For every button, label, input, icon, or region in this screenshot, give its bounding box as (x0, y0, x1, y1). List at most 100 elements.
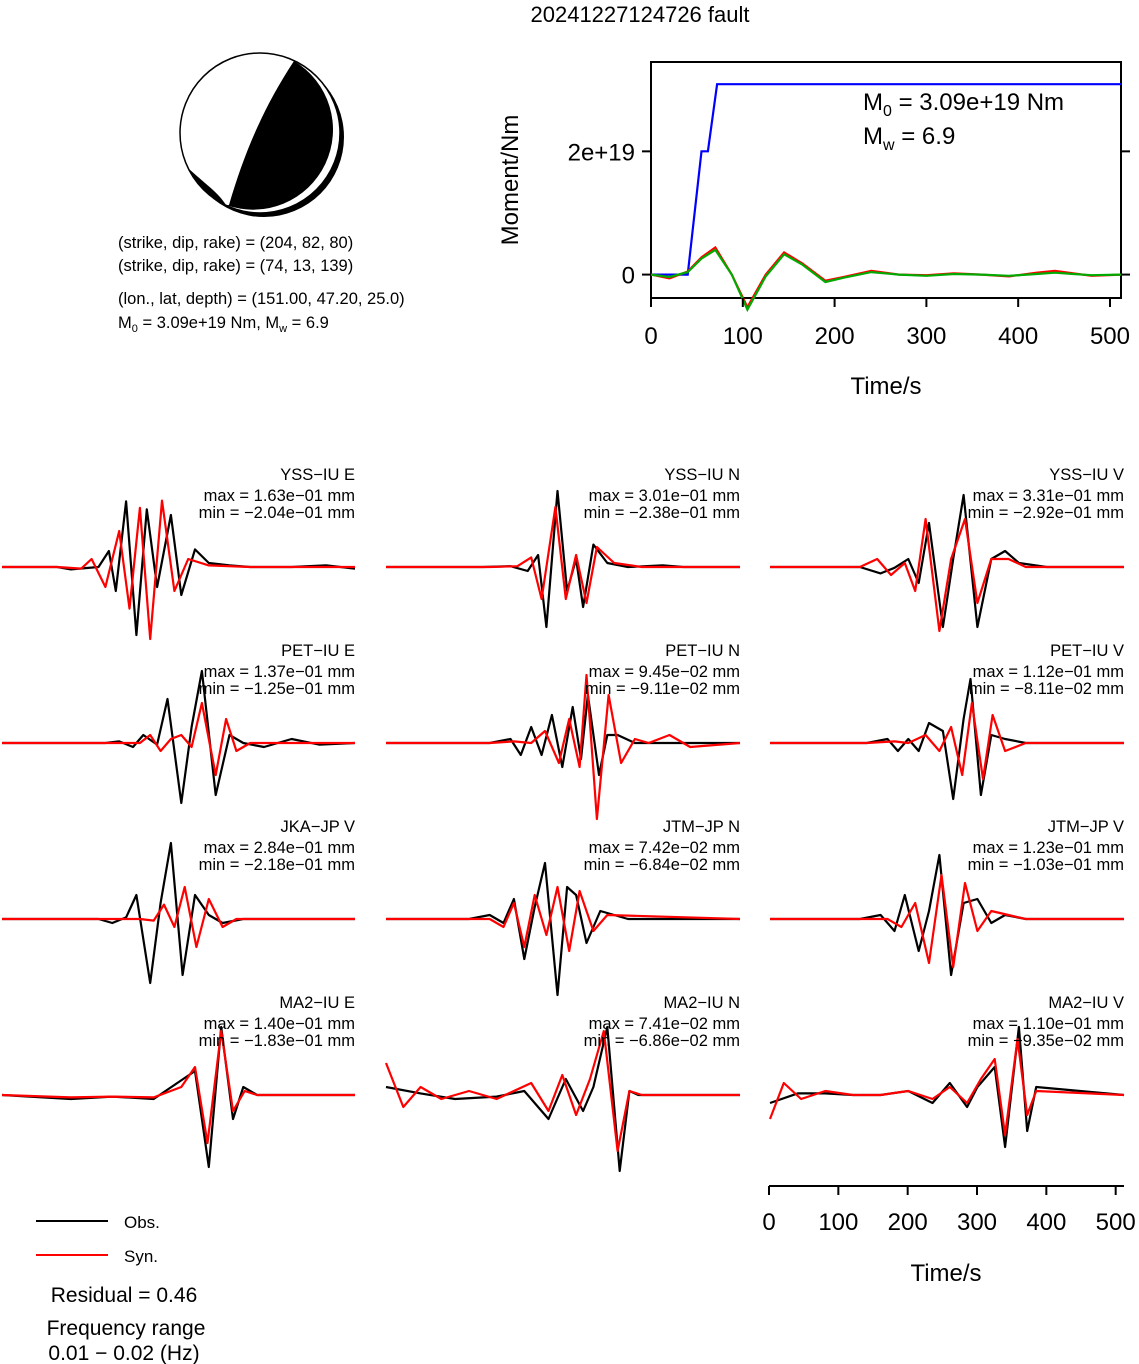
waveform-max-label-11: max = 1.10e−01 mm (973, 1015, 1124, 1033)
waveform-station-label-6: JKA−JP V (281, 818, 355, 836)
waveform-min-label-11: min = −9.35e−02 mm (968, 1032, 1124, 1050)
waveform-syn-5 (770, 701, 1124, 781)
waveform-xtick-label-1: 100 (818, 1209, 858, 1236)
waveform-syn-6 (2, 885, 355, 949)
waveform-min-label-4: min = −9.11e−02 mm (585, 680, 740, 698)
waveform-obs-5 (770, 677, 1124, 801)
focal-mechanism-beachball (179, 52, 344, 217)
waveform-station-label-2: YSS−IU V (1049, 466, 1124, 484)
legend-obs-label: Obs. (124, 1213, 160, 1232)
waveform-syn-8 (770, 873, 1124, 969)
waveform-max-label-2: max = 3.31e−01 mm (973, 487, 1124, 505)
waveform-min-label-3: min = −1.25e−01 mm (199, 680, 355, 698)
waveform-obs-4 (386, 693, 740, 777)
waveform-syn-2 (770, 517, 1124, 633)
mechanism-location: (lon., lat, depth) = (151.00, 47.20, 25.… (118, 290, 405, 308)
moment-xtick-label-1: 100 (723, 323, 763, 350)
waveform-station-label-4: PET−IU N (665, 642, 740, 660)
waveform-obs-7 (386, 861, 740, 997)
mechanism-moment: M0 = 3.09e+19 Nm, Mw = 6.9 (118, 314, 329, 335)
waveform-station-label-0: YSS−IU E (280, 466, 355, 484)
waveform-station-label-7: JTM−JP N (663, 818, 740, 836)
waveform-station-label-9: MA2−IU E (279, 994, 355, 1012)
waveform-min-label-8: min = −1.03e−01 mm (968, 856, 1124, 874)
moment-series-line-2 (650, 248, 1122, 313)
waveform-max-label-3: max = 1.37e−01 mm (204, 663, 355, 681)
waveform-syn-1 (386, 505, 740, 605)
waveform-station-label-11: MA2−IU V (1048, 994, 1124, 1012)
frequency-range-label: Frequency range (47, 1317, 206, 1340)
waveform-station-label-1: YSS−IU N (664, 466, 740, 484)
mechanism-plane-2: (strike, dip, rake) = (74, 13, 139) (118, 257, 353, 275)
legend-syn-label: Syn. (124, 1247, 158, 1266)
moment-axes-group: 0 100 200 300 400 500 0 2e+19 (568, 139, 1130, 350)
mechanism-plane-1: (strike, dip, rake) = (204, 82, 80) (118, 234, 353, 252)
moment-xtick-label-3: 300 (906, 323, 946, 350)
moment-m0-annotation: M0 = 3.09e+19 Nm (863, 89, 1064, 120)
waveform-xtick-label-3: 300 (957, 1209, 997, 1236)
moment-xtick-label-0: 0 (644, 323, 657, 350)
waveform-obs-3 (2, 669, 356, 805)
moment-mw-annotation: Mw = 6.9 (863, 123, 955, 154)
figure-title: 20241227124726 fault (531, 2, 750, 27)
waveform-min-label-6: min = −2.18e−01 mm (199, 856, 355, 874)
waveform-min-label-10: min = −6.86e−02 mm (584, 1032, 740, 1050)
waveform-station-label-3: PET−IU E (281, 642, 355, 660)
waveform-xtick-label-2: 200 (888, 1209, 928, 1236)
waveform-min-label-5: min = −8.11e−02 mm (969, 680, 1124, 698)
waveform-max-label-0: max = 1.63e−01 mm (204, 487, 355, 505)
waveform-station-label-5: PET−IU V (1050, 642, 1124, 660)
moment-ylabel: Moment/Nm (497, 115, 524, 246)
waveform-xlabel: Time/s (910, 1260, 981, 1287)
waveform-min-label-1: min = −2.38e−01 mm (584, 504, 740, 522)
waveform-syn-9 (1, 1029, 355, 1145)
waveform-syn-7 (386, 885, 741, 953)
moment-plot-frame (650, 61, 1122, 299)
waveform-max-label-1: max = 3.01e−01 mm (589, 487, 740, 505)
waveform-xtick-label-5: 500 (1096, 1209, 1136, 1236)
waveform-syn-0 (2, 499, 355, 641)
waveform-max-label-9: max = 1.40e−01 mm (204, 1015, 355, 1033)
moment-ytick-label-0: 0 (622, 263, 635, 290)
waveform-xtick-label-0: 0 (762, 1209, 775, 1236)
waveform-min-label-9: min = −1.83e−01 mm (199, 1032, 355, 1050)
waveform-max-label-7: max = 7.42e−02 mm (589, 839, 740, 857)
waveform-syn-3 (2, 701, 355, 777)
waveform-station-label-10: MA2−IU N (663, 994, 740, 1012)
moment-xtick-label-5: 500 (1090, 323, 1130, 350)
frequency-range-value: 0.01 − 0.02 (Hz) (48, 1342, 199, 1364)
waveform-syn-11 (768, 1037, 1125, 1137)
waveform-min-label-2: min = −2.92e−01 mm (968, 504, 1124, 522)
waveform-min-label-0: min = −2.04e−01 mm (199, 504, 355, 522)
waveform-syn-4 (386, 673, 741, 821)
legend: Obs. Syn. (36, 1213, 160, 1266)
moment-ytick-label-1: 2e+19 (568, 139, 635, 166)
beachball-compressional-quadrant (226, 61, 333, 210)
waveform-min-label-7: min = −6.84e−02 mm (584, 856, 740, 874)
waveform-max-label-8: max = 1.23e−01 mm (973, 839, 1124, 857)
waveform-station-label-8: JTM−JP V (1048, 818, 1124, 836)
moment-xtick-label-4: 400 (998, 323, 1038, 350)
moment-series-group (650, 83, 1122, 313)
beachball-nodal-sliver (187, 167, 226, 205)
waveform-max-label-4: max = 9.45e−02 mm (589, 663, 740, 681)
waveform-max-label-6: max = 2.84e−01 mm (204, 839, 355, 857)
waveform-obs-8 (770, 853, 1124, 977)
waveform-time-axis: 0 100 200 300 400 500 (762, 1185, 1136, 1236)
waveform-max-label-10: max = 7.41e−02 mm (589, 1015, 740, 1033)
moment-xlabel: Time/s (850, 373, 921, 400)
